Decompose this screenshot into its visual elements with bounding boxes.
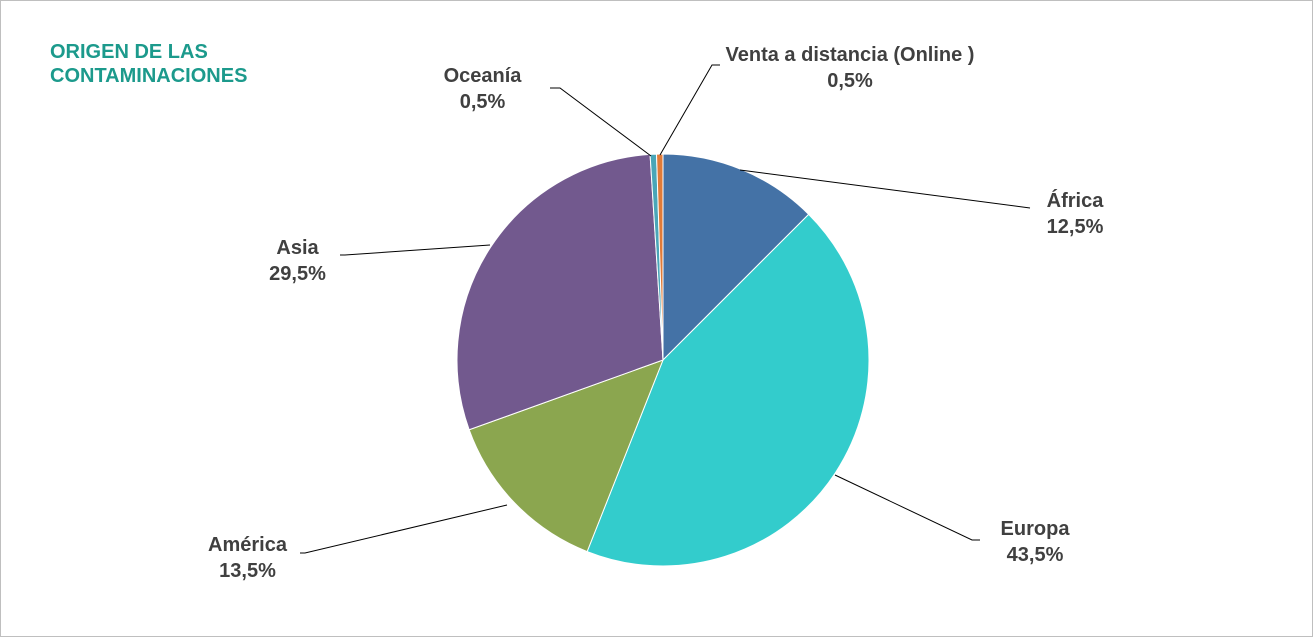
label-value: 43,5% [1006,544,1064,566]
chart-title: ORIGEN DE LAS CONTAMINACIONES [50,41,248,87]
leader-line [834,474,980,541]
label-value: 0,5% [827,70,873,92]
pie-slice [656,153,664,361]
label-name: África [1046,190,1104,212]
label-name: Venta a distancia (Online ) [725,44,975,66]
label-value: 13,5% [219,560,276,582]
label-name: Europa [1000,518,1070,540]
leader-line [550,87,652,157]
pie-slice [456,153,664,431]
label-name: América [208,534,287,556]
data-label: Venta a distancia (Online ) 0,5% [720,42,980,94]
leader-line [300,504,508,554]
pie-slice [662,153,810,362]
leader-line [739,169,1031,209]
data-label: Asia 29,5% [245,235,350,287]
label-value: 12,5% [1046,216,1104,238]
pie-slice [586,213,870,567]
label-name: Oceanía [443,65,522,87]
data-label: Oceanía 0,5% [430,63,535,115]
label-value: 0,5% [459,91,506,113]
data-label: África 12,5% [1010,188,1140,240]
pie-slice [468,359,664,553]
data-label: Europa 43,5% [975,516,1095,568]
label-value: 29,5% [269,263,326,285]
leader-line [659,64,720,156]
leader-line [340,244,491,256]
data-label: América 13,5% [185,532,310,584]
label-name: Asia [276,237,319,259]
